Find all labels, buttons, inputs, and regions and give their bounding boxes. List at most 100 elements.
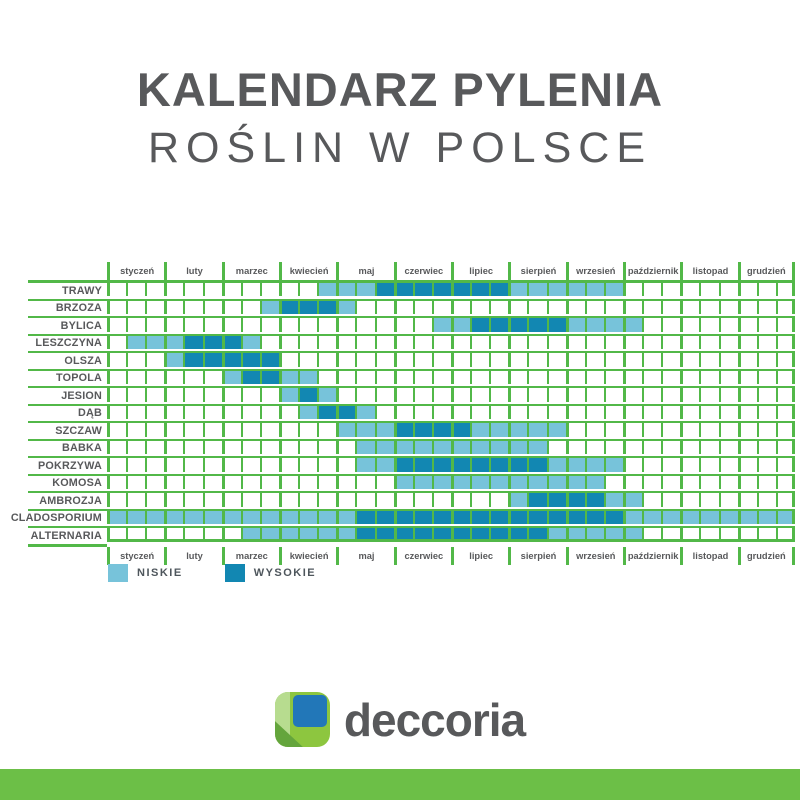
grid-cell xyxy=(603,526,623,542)
grid-cell xyxy=(221,508,241,524)
grid-cell xyxy=(680,333,700,349)
month-label-bottom: styczeń xyxy=(107,546,164,565)
grid-cell xyxy=(756,473,776,489)
grid-cell xyxy=(355,368,375,384)
grid-cell xyxy=(278,280,299,296)
grid-cell xyxy=(489,473,509,489)
grid-cell xyxy=(699,456,719,472)
grid-cell xyxy=(259,403,279,419)
grid-cell xyxy=(164,403,184,419)
row-label: CLADOSPORIUM xyxy=(11,508,107,527)
grid-cell xyxy=(336,438,356,454)
row-label: KOMOSA xyxy=(28,473,107,492)
grid-cell xyxy=(259,298,279,314)
row-label: TOPOLA xyxy=(28,368,107,387)
grid-cell xyxy=(642,526,662,542)
grid-cell xyxy=(737,508,757,524)
grid-cell xyxy=(775,456,795,472)
grid-cell xyxy=(565,368,585,384)
grid-cell xyxy=(317,386,337,402)
grid-cell xyxy=(393,280,413,296)
grid-cell xyxy=(145,368,165,384)
grid-cell xyxy=(374,298,394,314)
grid-cell xyxy=(278,351,299,367)
grid-cell xyxy=(393,316,413,332)
grid-cell xyxy=(680,421,700,437)
grid-cell xyxy=(527,403,547,419)
grid-cell xyxy=(317,438,337,454)
grid-cell xyxy=(642,456,662,472)
month-label-top: styczeń xyxy=(107,262,164,280)
grid-cell xyxy=(221,456,241,472)
grid-cell xyxy=(202,298,222,314)
grid-cell xyxy=(527,508,547,524)
grid-cell xyxy=(584,473,604,489)
grid-cell xyxy=(527,351,547,367)
month-label-bottom: luty xyxy=(164,546,221,565)
grid-cell xyxy=(202,403,222,419)
grid-cell xyxy=(489,508,509,524)
grid-cell xyxy=(527,298,547,314)
grid-cell xyxy=(718,421,738,437)
grid-cell xyxy=(603,351,623,367)
grid-cell xyxy=(393,438,413,454)
grid-cell xyxy=(508,491,528,507)
month-label-top: lipiec xyxy=(450,262,508,280)
grid-cell xyxy=(221,491,241,507)
grid-cell xyxy=(298,508,318,524)
grid-cell xyxy=(412,316,432,332)
grid-cell xyxy=(145,333,165,349)
grid-cell xyxy=(603,456,623,472)
grid-cell xyxy=(298,438,318,454)
grid-cell xyxy=(393,386,413,402)
grid-cell xyxy=(374,438,394,454)
grid-cell xyxy=(737,491,757,507)
month-label-bottom: kwiecień xyxy=(278,546,336,565)
grid-cell xyxy=(546,421,566,437)
grid-cell xyxy=(278,368,299,384)
grid-cell xyxy=(756,491,776,507)
grid-cell xyxy=(470,403,490,419)
grid-cell xyxy=(393,473,413,489)
grid-cell xyxy=(317,298,337,314)
grid-cell xyxy=(278,386,299,402)
grid-cell xyxy=(317,456,337,472)
grid-cell xyxy=(661,298,681,314)
grid-cell xyxy=(489,491,509,507)
grid-cell xyxy=(584,280,604,296)
grid-cell xyxy=(699,351,719,367)
grid-cell xyxy=(737,316,757,332)
grid-cell xyxy=(756,526,776,542)
grid-cell xyxy=(145,491,165,507)
grid-cell xyxy=(450,456,471,472)
grid-cell xyxy=(603,421,623,437)
grid-cell xyxy=(565,298,585,314)
row-label: POKRZYWA xyxy=(28,456,107,474)
grid-cell xyxy=(565,526,585,542)
month-label-bottom: listopad xyxy=(680,546,737,565)
grid-cell xyxy=(164,421,184,437)
grid-cell xyxy=(699,298,719,314)
grid-cell xyxy=(565,421,585,437)
grid-cell xyxy=(642,316,662,332)
grid-cell xyxy=(183,456,203,472)
grid-cell xyxy=(393,421,413,437)
grid-cell xyxy=(183,333,203,349)
grid-cell xyxy=(336,368,356,384)
grid-cell xyxy=(508,333,528,349)
grid-cell xyxy=(431,316,451,332)
grid-cell xyxy=(126,368,146,384)
grid-cell xyxy=(145,316,165,332)
grid-cell xyxy=(527,438,547,454)
grid-cell xyxy=(126,333,146,349)
grid-cell xyxy=(680,403,700,419)
grid-cell xyxy=(603,508,623,524)
grid-cell xyxy=(622,280,643,296)
grid-cell xyxy=(775,316,795,332)
grid-cell xyxy=(145,280,165,296)
month-label-bottom: październik xyxy=(622,546,680,565)
grid-cell xyxy=(374,280,394,296)
grid-cell xyxy=(278,298,299,314)
grid-cell xyxy=(718,456,738,472)
grid-cell xyxy=(126,438,146,454)
